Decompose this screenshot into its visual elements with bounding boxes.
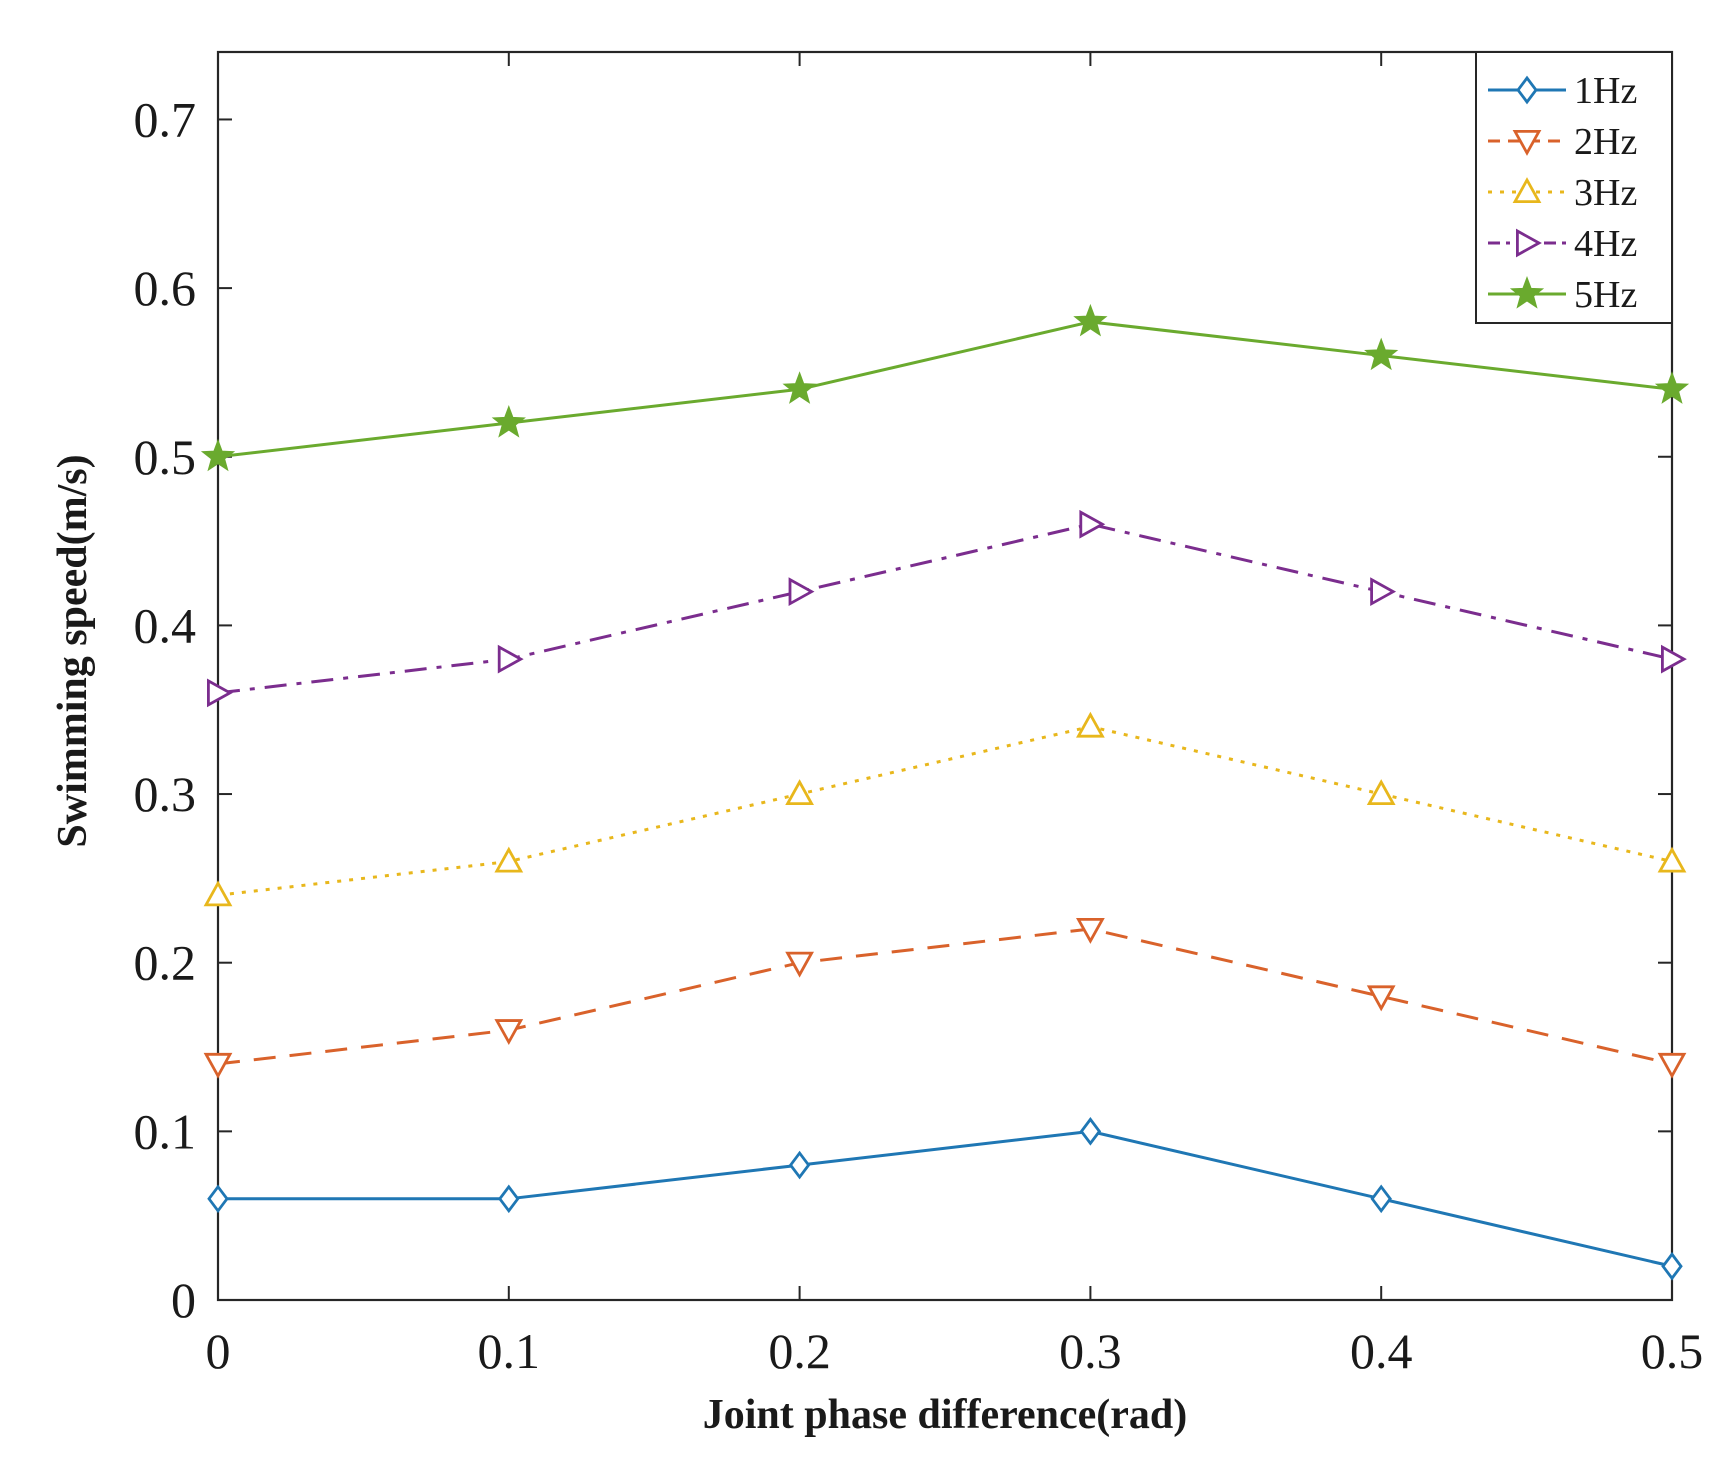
data-point-2hz — [494, 1019, 524, 1046]
legend-label-3hz: 3Hz — [1574, 172, 1637, 214]
x-axis-title: Joint phase difference(rad) — [703, 1392, 1188, 1438]
y-tick-label: 0.5 — [134, 429, 197, 485]
data-point-5hz — [782, 371, 817, 404]
series-line-1hz — [218, 1129, 1673, 1268]
x-tick-label: 0 — [206, 1323, 231, 1379]
x-tick-label: 0.4 — [1350, 1323, 1413, 1379]
data-point-2hz — [785, 951, 814, 978]
y-tick-label: 0.3 — [134, 766, 197, 822]
series-5hz — [200, 303, 1690, 472]
series-3hz — [203, 711, 1687, 907]
data-point-3hz — [785, 779, 814, 806]
legend-label-4hz: 4Hz — [1574, 223, 1637, 265]
data-point-1hz — [498, 1184, 520, 1214]
series-2hz — [203, 917, 1687, 1079]
data-point-4hz — [1370, 577, 1397, 607]
y-tick-label: 0.6 — [134, 260, 197, 316]
y-tick-label: 0.7 — [134, 91, 197, 147]
legend-item-4hz: 4Hz — [1488, 223, 1637, 265]
data-point-5hz — [1654, 371, 1690, 404]
data-point-2hz — [203, 1052, 233, 1079]
data-point-3hz — [1657, 846, 1687, 873]
data-point-1hz — [788, 1150, 811, 1180]
series-line-3hz — [217, 725, 1673, 897]
legend-box — [1475, 51, 1673, 324]
legend-item-1hz: 1Hz — [1488, 70, 1637, 112]
data-point-1hz — [207, 1184, 229, 1214]
legend: 1Hz 2Hz 3Hz 4Hz 5Hz — [1475, 51, 1673, 324]
data-point-2hz — [1657, 1052, 1687, 1079]
y-axis-title: Swimming speed(m/s) — [50, 454, 96, 847]
y-tick-label: 0 — [171, 1272, 196, 1328]
legend-item-3hz: 3Hz — [1488, 172, 1637, 214]
x-tick-label: 0.5 — [1641, 1323, 1704, 1379]
y-tick-label: 0.1 — [134, 1103, 197, 1159]
series-4hz — [206, 509, 1687, 708]
series-line-5hz — [217, 320, 1673, 459]
plot-frame — [216, 50, 1674, 1302]
series-line-4hz — [217, 522, 1673, 695]
y-tick-label: 0.2 — [134, 935, 197, 991]
data-point-3hz — [1076, 711, 1105, 738]
legend-label-2hz: 2Hz — [1574, 121, 1637, 163]
x-tick-label: 0.3 — [1059, 1323, 1122, 1379]
data-point-5hz — [1364, 337, 1399, 371]
legend-item-2hz: 2Hz — [1488, 121, 1637, 163]
series-line-2hz — [217, 927, 1673, 1066]
legend-label-1hz: 1Hz — [1574, 70, 1637, 112]
data-point-5hz — [491, 405, 526, 438]
series-layer — [200, 303, 1690, 1281]
x-tick-label: 0.2 — [768, 1323, 831, 1379]
data-point-2hz — [1076, 917, 1105, 944]
series-1hz — [207, 1117, 1683, 1281]
y-tick-label: 0.4 — [134, 597, 197, 653]
data-point-4hz — [206, 678, 233, 708]
data-point-4hz — [1079, 509, 1106, 539]
data-point-1hz — [1079, 1117, 1102, 1146]
data-point-3hz — [203, 880, 233, 907]
x-tick-label: 0.1 — [478, 1323, 541, 1379]
legend-marker-2hz — [1512, 129, 1542, 156]
data-point-3hz — [494, 846, 524, 873]
data-point-4hz — [497, 644, 524, 674]
data-point-4hz — [1661, 644, 1687, 674]
data-point-2hz — [1366, 985, 1396, 1012]
data-point-1hz — [1370, 1184, 1392, 1214]
data-point-4hz — [788, 577, 815, 607]
data-point-3hz — [1366, 779, 1396, 806]
axes: 0 0.1 0.2 0.3 0.4 0.5 0 0.1 0.2 0.3 0.4 0.5 0.6 0.7 Jo… — [50, 50, 1704, 1438]
data-point-1hz — [1661, 1251, 1683, 1281]
legend-marker-3hz — [1512, 177, 1542, 204]
legend-marker-4hz — [1516, 228, 1542, 258]
data-point-5hz — [200, 438, 236, 472]
legend-label-5hz: 5Hz — [1574, 274, 1637, 316]
legend-marker-5hz — [1509, 276, 1545, 309]
data-point-5hz — [1073, 303, 1108, 337]
legend-marker-1hz — [1516, 75, 1538, 105]
legend-item-5hz: 5Hz — [1488, 274, 1637, 316]
